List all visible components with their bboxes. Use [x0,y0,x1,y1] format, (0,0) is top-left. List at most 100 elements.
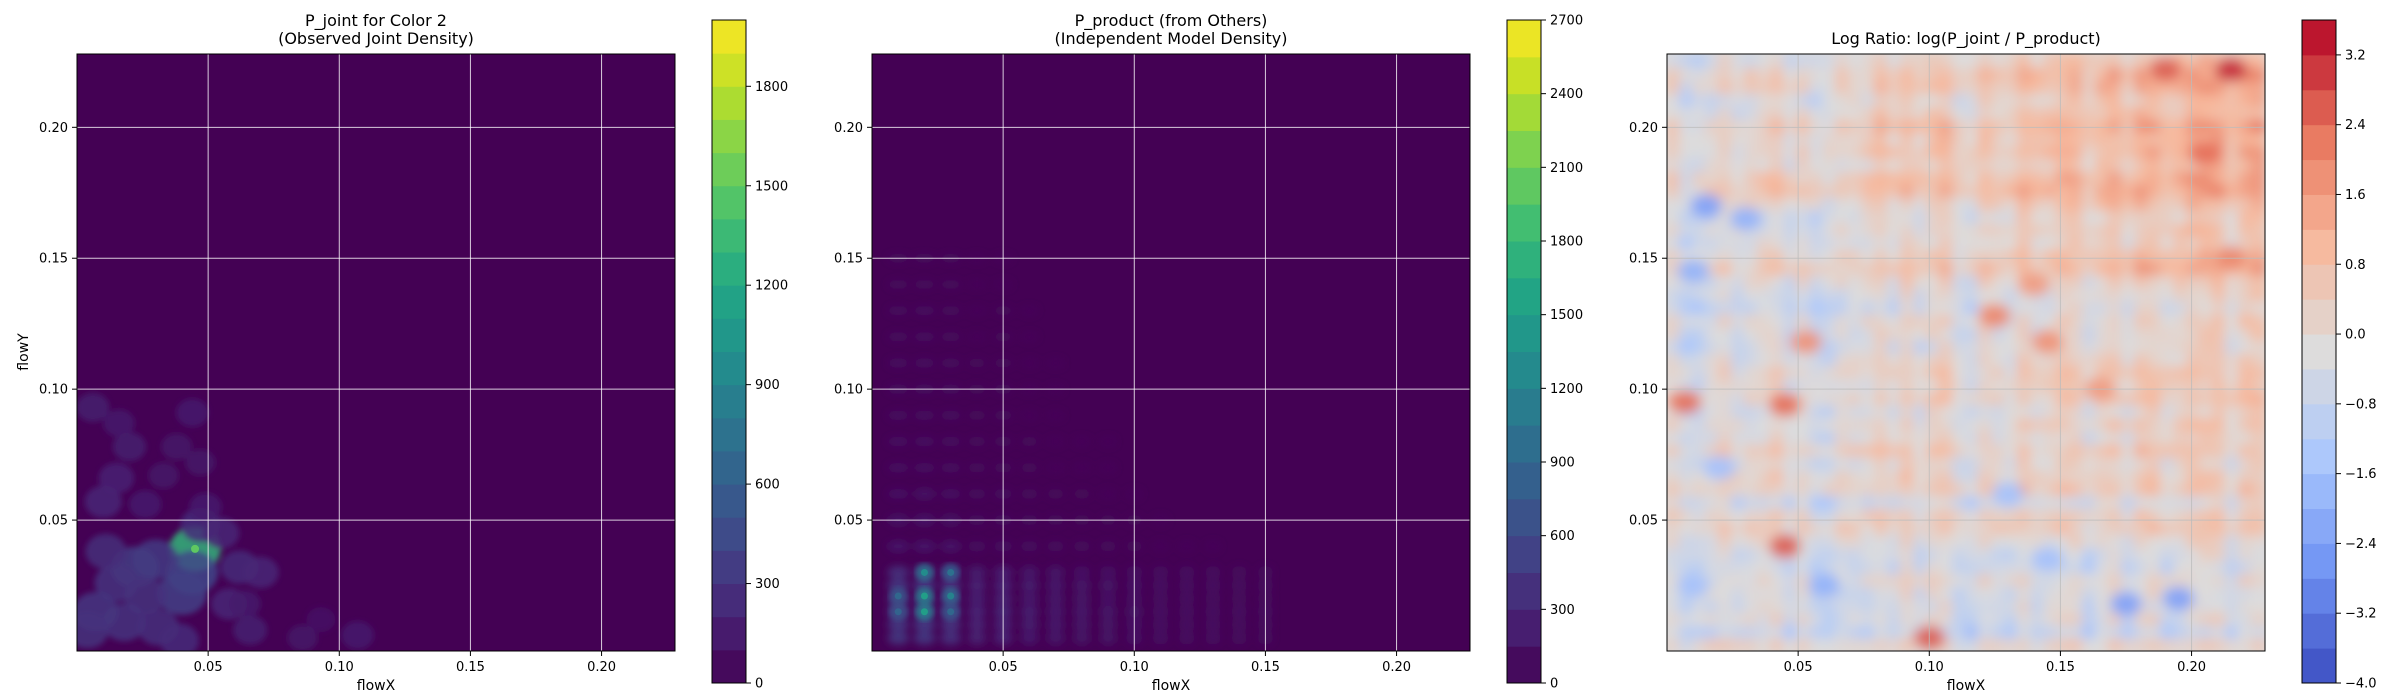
ratio-region [2031,330,2064,355]
ratio-cell [1731,598,1746,614]
ratio-cell [2251,104,2265,120]
ratio-cell [2030,78,2045,94]
ratio-cell [2004,624,2019,640]
ratio-cell [1770,611,1785,627]
ratio-cell [1913,156,1928,172]
product-cell [940,631,962,645]
ratio-cell [1718,611,1733,627]
ratio-cell [1679,54,1694,68]
ratio-cell [2173,91,2188,107]
ratio-cell [2056,585,2071,601]
ratio-cell [1796,65,1811,81]
product-cell [1046,631,1065,645]
ratio-cell [2134,143,2149,159]
x-tick-label: 0.20 [587,660,616,675]
ratio-cell [2199,182,2214,198]
colorbar-band [712,484,746,518]
ratio-cell [2030,468,2045,484]
product-cell [940,541,962,552]
ratio-cell [1874,520,1889,536]
ratio-cell [2199,611,2214,627]
ratio-cell [2121,494,2136,510]
product-cell [1099,462,1117,473]
product-cell [1020,541,1039,552]
ratio-cell [2095,429,2110,445]
ratio-cell [2030,169,2045,185]
ratio-cell [2251,494,2265,510]
ratio-cell [2173,182,2188,198]
ratio-cell [1939,169,1954,185]
ratio-cell [1874,494,1889,510]
ratio-cell [1796,234,1811,250]
ratio-cell [1718,338,1733,354]
product-cell [1046,462,1065,473]
ratio-cell [1874,208,1889,224]
ratio-cell [2238,494,2253,510]
ratio-cell [1667,442,1681,458]
ratio-cell [1861,143,1876,159]
ratio-cell [2095,104,2110,120]
ratio-cell [2173,416,2188,432]
colorbar-tick-label: 2.4 [2345,118,2366,133]
ratio-cell [2212,91,2227,107]
ratio-cell [1667,351,1681,367]
ratio-cell [1718,54,1733,68]
ratio-cell [1939,234,1954,250]
ratio-cell [1991,637,2006,651]
ratio-cell [2043,585,2058,601]
ratio-cell [2238,208,2253,224]
ratio-cell [1757,429,1772,445]
ratio-cell [2199,598,2214,614]
ratio-cell [1874,325,1889,341]
ratio-cell [2173,78,2188,94]
colorbar-tick-label: 900 [1550,456,1575,471]
ratio-cell [1744,338,1759,354]
ratio-cell [1991,65,2006,81]
product-cell [1152,541,1169,552]
product-cell [1073,462,1091,473]
ratio-cell [2251,195,2265,211]
product-cell [1231,578,1247,593]
ratio-cell [1913,481,1928,497]
ratio-cell [1757,611,1772,627]
ratio-cell [2160,507,2175,523]
ratio-cell [2186,624,2201,640]
ratio-cell [2251,416,2265,432]
ratio-cell [2160,559,2175,575]
ratio-cell [1770,364,1785,380]
ratio-cell [1796,442,1811,458]
colorbar-band [2302,578,2336,614]
ratio-cell [1835,403,1850,419]
ratio-cell [2173,325,2188,341]
ratio-cell [1887,377,1902,393]
ratio-cell [1718,234,1733,250]
ratio-cell [2186,104,2201,120]
x-tick-label: 0.10 [1915,660,1944,675]
ratio-cell [2251,429,2265,445]
ratio-cell [1718,494,1733,510]
ratio-cell [1835,169,1850,185]
product-cell [1046,488,1065,499]
ratio-cell [1952,299,1967,315]
colorbar-band [2302,438,2336,475]
ratio-cell [1822,221,1837,237]
ratio-cell [1679,130,1694,146]
ratio-cell [2199,247,2214,263]
ratio-cell [2147,442,2162,458]
ratio-cell [2069,286,2084,302]
ratio-cell [2108,364,2123,380]
ratio-cell [2173,130,2188,146]
ratio-cell [1861,169,1876,185]
ratio-cell [2212,455,2227,471]
colorbar-band [1507,20,1541,58]
ratio-cell [1718,546,1733,562]
ratio-cell [2069,130,2084,146]
ratio-cell [2017,624,2032,640]
ratio-cell [1965,104,1980,120]
ratio-cell [1848,572,1863,588]
ratio-cell [2238,442,2253,458]
ratio-cell [2173,546,2188,562]
ratio-cell [2160,572,2175,588]
ratio-cell [1848,234,1863,250]
ratio-cell [1731,429,1746,445]
